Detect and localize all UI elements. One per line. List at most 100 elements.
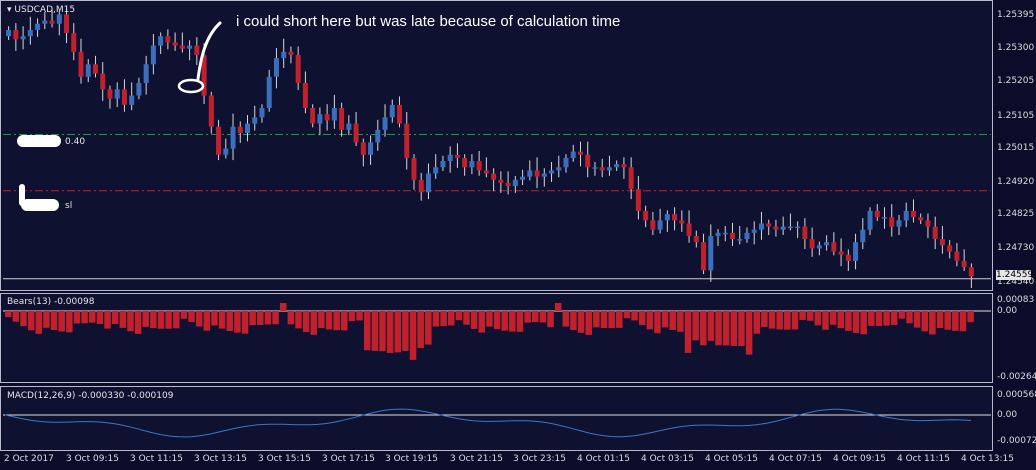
price-chart-panel[interactable]: ▾ USDCAD,M15 i could short here but was … (0, 0, 993, 291)
bears-bar (417, 311, 424, 349)
bears-axis-label: 0.00083 (997, 295, 1035, 305)
bears-bar (654, 311, 661, 334)
candle (259, 104, 265, 123)
chart-symbol-label: USDCAD,M15 (14, 5, 76, 15)
bears-bar (119, 311, 127, 328)
time-axis-label: 3 Oct 21:15 (450, 454, 503, 464)
bears-bar (929, 311, 936, 335)
bears-bar (829, 311, 837, 325)
bears-bar (745, 311, 753, 355)
candle (100, 62, 106, 101)
candle (281, 38, 287, 69)
candle (816, 241, 822, 256)
candle (549, 161, 555, 182)
candle (932, 216, 938, 250)
bears-bar (432, 311, 440, 327)
bears-bar (524, 311, 531, 323)
bears-bar (516, 311, 524, 332)
bears-bar (173, 311, 180, 329)
candle (404, 112, 410, 170)
bears-bar (394, 311, 402, 353)
bears-bar (684, 311, 692, 353)
candle (382, 104, 388, 137)
price-axis-label: 1.24730 (997, 243, 1035, 253)
bears-bar (379, 311, 386, 352)
bears-bar (211, 311, 218, 326)
candle (701, 233, 707, 275)
candle (216, 119, 222, 161)
chart-menu-triangle-icon[interactable]: ▾ (7, 5, 12, 15)
candle (831, 232, 837, 256)
bears-indicator-panel[interactable]: Bears(13) -0.00098 (0, 293, 993, 383)
bears-bar (661, 311, 669, 328)
bears-axis-label: -0.00264 (997, 372, 1036, 382)
price-axis[interactable]: 1.25395 1.25300 1.25205 1.25105 1.25015 … (993, 0, 1036, 470)
bears-bar (203, 311, 211, 331)
bears-bar (58, 311, 65, 332)
time-axis-label: 3 Oct 19:15 (385, 454, 438, 464)
candle (686, 210, 692, 243)
price-axis-label: 1.24540 (997, 277, 1035, 287)
candle (824, 235, 830, 251)
candle (165, 29, 171, 50)
price-axis-label: 1.25015 (997, 143, 1035, 153)
candle (42, 12, 48, 30)
candle (672, 207, 678, 231)
candle (556, 155, 562, 178)
bears-bar (455, 311, 463, 321)
candle (918, 213, 924, 225)
bears-bar (81, 311, 88, 324)
bears-bar (868, 311, 875, 326)
time-axis-label: 4 Oct 07:15 (769, 454, 822, 464)
candle (208, 91, 214, 134)
candle (64, 7, 70, 44)
price-axis-label: 1.25300 (997, 43, 1035, 53)
candle (505, 171, 511, 195)
bears-bar (631, 311, 638, 321)
candle (954, 243, 960, 267)
candle (527, 160, 533, 181)
candle (78, 38, 84, 84)
bears-bar (791, 311, 799, 330)
candle (194, 37, 200, 65)
bears-bar (478, 311, 486, 333)
hand-drawn-circle (177, 78, 205, 94)
bears-bar (73, 311, 81, 324)
bears-bar (784, 311, 791, 330)
bears-bar (730, 311, 738, 346)
bears-bar (486, 311, 493, 327)
bears-axis-label: 0.00 (997, 306, 1018, 316)
time-axis[interactable]: 2 Oct 2017 3 Oct 09:15 3 Oct 11:15 3 Oct 13… (0, 452, 1036, 470)
candle (245, 115, 250, 142)
bears-bar (585, 311, 592, 335)
candle (114, 82, 120, 108)
bears-bar (501, 311, 508, 331)
candle (961, 249, 967, 271)
bears-bar (470, 311, 478, 329)
candle (563, 154, 569, 173)
macd-indicator-panel[interactable]: MACD(12,26,9) -0.000330 -0.000109 (0, 386, 993, 451)
bears-bar (577, 311, 585, 333)
bears-bar (776, 311, 783, 330)
candle (541, 168, 547, 187)
bears-bar (959, 311, 967, 332)
price-axis-label: 1.24825 (997, 209, 1035, 219)
bears-bar (852, 311, 860, 333)
redaction-scribble (21, 199, 59, 211)
candle (469, 154, 475, 175)
candle (447, 146, 453, 173)
candle (266, 69, 272, 112)
bears-bar (157, 311, 165, 329)
bears-bar (509, 311, 516, 332)
candle (397, 96, 403, 128)
bears-bar (241, 311, 249, 334)
candle (874, 204, 880, 221)
bears-bar (547, 311, 554, 328)
candle (730, 222, 735, 246)
candle (910, 199, 916, 223)
macd-line-canvas (3, 408, 991, 438)
candle (708, 224, 714, 282)
bears-indicator-title: Bears(13) -0.00098 (7, 297, 95, 307)
bears-bar (532, 311, 539, 323)
candle (577, 141, 583, 167)
